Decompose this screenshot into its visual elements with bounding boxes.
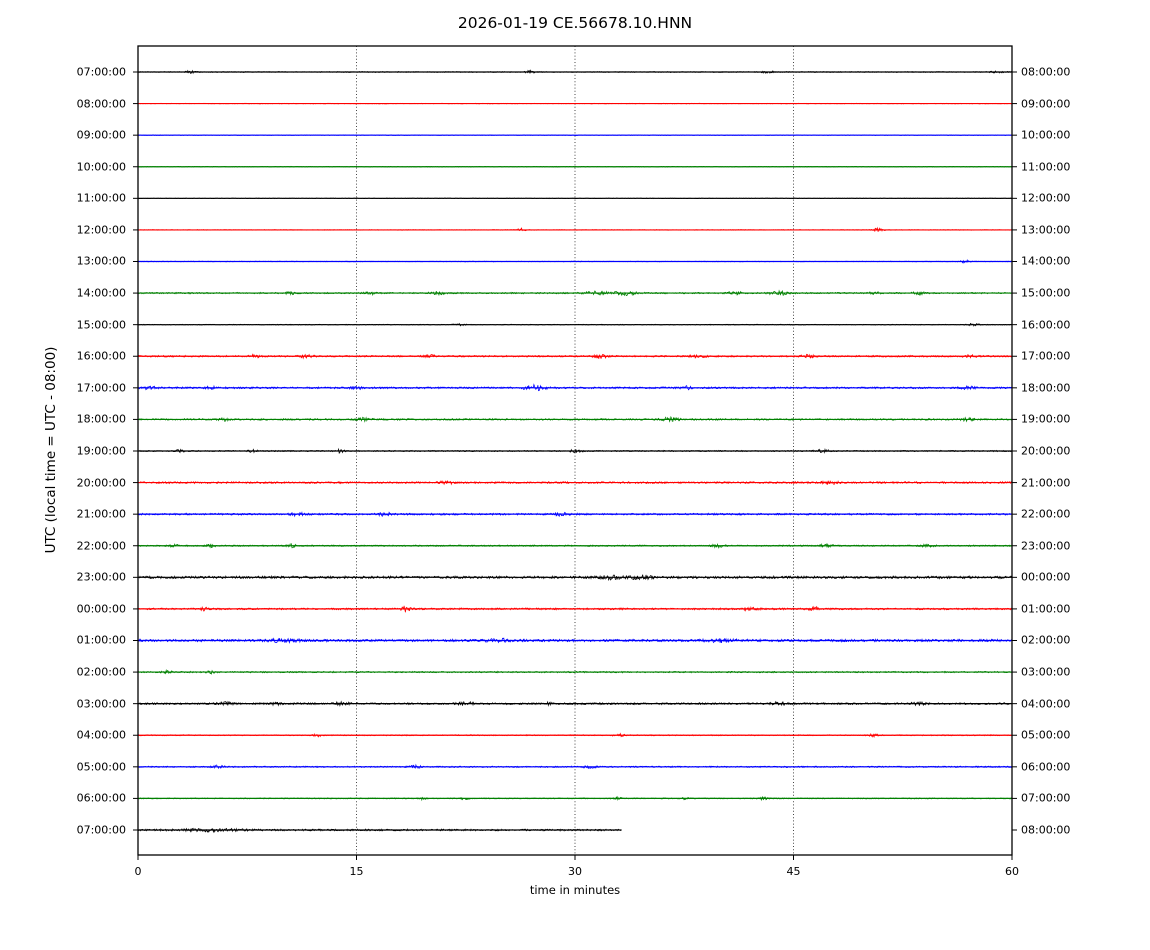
trace-03:00:00 <box>137 700 1012 707</box>
row-label-end-15: 23:00:00 <box>1021 539 1071 553</box>
row-label-utc-3: 10:00:00 <box>76 160 126 174</box>
row-label-utc-21: 04:00:00 <box>76 728 126 742</box>
row-label-end-6: 14:00:00 <box>1021 254 1071 268</box>
row-label-utc-2: 09:00:00 <box>76 128 126 142</box>
trace-19:00:00 <box>137 447 1013 455</box>
row-label-end-22: 06:00:00 <box>1021 760 1071 774</box>
chart-title: 2026-01-19 CE.56678.10.HNN <box>457 14 693 32</box>
row-label-end-20: 04:00:00 <box>1021 697 1071 711</box>
row-label-utc-24: 07:00:00 <box>76 823 126 837</box>
row-label-end-10: 18:00:00 <box>1021 381 1071 395</box>
row-label-utc-22: 05:00:00 <box>76 760 126 774</box>
trace-13:00:00 <box>137 258 1012 264</box>
row-label-end-14: 22:00:00 <box>1021 507 1071 521</box>
row-label-utc-0: 07:00:00 <box>76 65 126 79</box>
row-label-end-16: 00:00:00 <box>1021 570 1071 584</box>
row-label-end-9: 17:00:00 <box>1021 349 1071 363</box>
trace-14:00:00 <box>137 289 1013 297</box>
row-label-end-21: 05:00:00 <box>1021 728 1071 742</box>
row-label-utc-7: 14:00:00 <box>76 286 126 300</box>
row-label-utc-9: 16:00:00 <box>76 349 126 363</box>
x-ticklabel-15: 15 <box>349 865 364 878</box>
x-ticklabel-30: 30 <box>568 865 582 878</box>
row-label-end-24: 08:00:00 <box>1021 823 1071 837</box>
row-label-utc-16: 23:00:00 <box>76 570 126 584</box>
row-label-end-18: 02:00:00 <box>1021 633 1071 647</box>
trace-17:00:00 <box>137 383 1013 392</box>
row-label-end-19: 03:00:00 <box>1021 665 1071 679</box>
row-label-utc-6: 13:00:00 <box>76 254 126 268</box>
trace-20:00:00 <box>137 480 1013 486</box>
row-label-end-11: 19:00:00 <box>1021 412 1071 426</box>
trace-15:00:00 <box>137 322 1012 327</box>
trace-10:00:00 <box>137 165 1012 168</box>
row-label-utc-14: 21:00:00 <box>76 507 126 521</box>
row-label-utc-23: 06:00:00 <box>76 791 126 805</box>
trace-08:00:00 <box>137 102 1012 105</box>
trace-04:00:00 <box>137 732 1012 739</box>
row-label-utc-10: 17:00:00 <box>76 381 126 395</box>
row-label-end-2: 10:00:00 <box>1021 128 1071 142</box>
trace-23:00:00 <box>137 574 1013 582</box>
row-label-end-8: 16:00:00 <box>1021 318 1071 332</box>
row-label-utc-19: 02:00:00 <box>76 665 126 679</box>
x-ticklabel-0: 0 <box>134 865 142 878</box>
trace-07:00:00 <box>137 827 622 834</box>
row-label-utc-11: 18:00:00 <box>76 412 126 426</box>
trace-02:00:00 <box>137 668 1012 675</box>
row-label-end-1: 09:00:00 <box>1021 97 1071 111</box>
row-label-end-7: 15:00:00 <box>1021 286 1071 300</box>
row-label-end-12: 20:00:00 <box>1021 444 1071 458</box>
row-label-utc-4: 11:00:00 <box>76 191 126 205</box>
row-label-utc-15: 22:00:00 <box>76 539 126 553</box>
trace-16:00:00 <box>137 353 1013 360</box>
trace-06:00:00 <box>137 795 1013 802</box>
row-label-end-17: 01:00:00 <box>1021 602 1071 616</box>
row-label-end-3: 11:00:00 <box>1021 160 1071 174</box>
row-label-utc-12: 19:00:00 <box>76 444 126 458</box>
trace-11:00:00 <box>137 197 1012 200</box>
trace-21:00:00 <box>137 511 1013 518</box>
row-label-utc-1: 08:00:00 <box>76 97 126 111</box>
trace-09:00:00 <box>137 134 1012 136</box>
row-label-end-4: 12:00:00 <box>1021 191 1071 205</box>
row-label-end-23: 07:00:00 <box>1021 791 1071 805</box>
row-label-end-13: 21:00:00 <box>1021 476 1071 490</box>
row-label-utc-8: 15:00:00 <box>76 318 126 332</box>
x-axis-label: time in minutes <box>529 883 621 897</box>
trace-12:00:00 <box>137 226 1012 232</box>
trace-00:00:00 <box>137 605 1013 613</box>
trace-07:00:00 <box>137 69 1013 75</box>
row-label-utc-13: 20:00:00 <box>76 476 126 490</box>
trace-22:00:00 <box>137 542 1012 549</box>
trace-18:00:00 <box>137 415 1012 423</box>
row-label-utc-5: 12:00:00 <box>76 223 126 237</box>
row-label-utc-17: 00:00:00 <box>76 602 126 616</box>
row-label-utc-18: 01:00:00 <box>76 633 126 647</box>
row-label-end-0: 08:00:00 <box>1021 65 1071 79</box>
trace-05:00:00 <box>137 763 1013 770</box>
row-label-utc-20: 03:00:00 <box>76 697 126 711</box>
x-ticklabel-45: 45 <box>786 865 801 878</box>
trace-01:00:00 <box>137 637 1013 644</box>
row-label-end-5: 13:00:00 <box>1021 223 1071 237</box>
x-ticklabel-60: 60 <box>1005 865 1019 878</box>
